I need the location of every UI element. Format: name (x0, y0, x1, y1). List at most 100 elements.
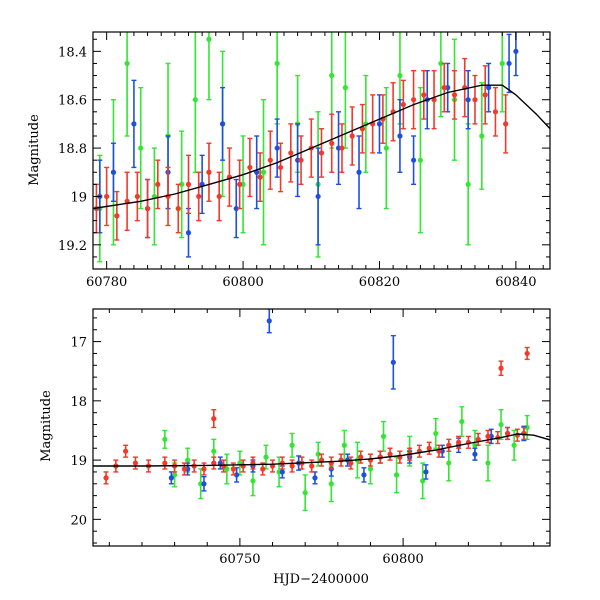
top-blue-point (219, 121, 226, 127)
top-red-point (339, 145, 345, 151)
bottom-red-point (358, 454, 364, 460)
top-red-point (144, 205, 151, 212)
bottom-green-point (302, 490, 308, 496)
bottom-red-point (348, 460, 354, 466)
top-red-point (237, 181, 243, 187)
top-red-point (257, 174, 263, 180)
top-panel: 60780 60800 60820 60840 18.4 18.6 18.8 19 19.2 M… (27, 31, 551, 290)
bottom-green-point (341, 442, 347, 448)
bottom-green-point (498, 421, 504, 428)
top-green-point (124, 60, 130, 67)
bottom-green-point (250, 478, 256, 484)
bottom-ticks: 60750 60800 17 18 19 20 (70, 309, 550, 567)
top-green-point (479, 133, 485, 139)
bottom-y-tick-label: 19 (70, 454, 87, 469)
bottom-green-point (485, 460, 491, 466)
top-green-point (192, 97, 198, 103)
top-red-point (196, 193, 202, 200)
top-green-point (329, 72, 335, 79)
bottom-blue-point (266, 318, 272, 324)
bottom-red-point (338, 457, 344, 463)
top-x-tick-label: 60800 (222, 275, 263, 290)
bottom-blue-point (234, 472, 240, 478)
bottom-red-point (201, 466, 207, 472)
top-red-point (277, 164, 284, 171)
bottom-x-tick-label: 60750 (219, 552, 260, 567)
bottom-red-point (475, 436, 481, 442)
top-red-point (472, 97, 478, 103)
bottom-red-point (498, 365, 504, 371)
top-blue-point (233, 205, 239, 212)
top-blue-point (356, 169, 362, 175)
bottom-green-point (315, 451, 321, 457)
top-data-layer (93, 32, 550, 263)
bottom-red-point (123, 448, 129, 454)
bottom-blue-point (201, 481, 207, 487)
top-red-point (206, 169, 212, 175)
bottom-blue-point (361, 472, 367, 478)
bottom-y-tick-label: 18 (70, 395, 87, 410)
top-red-point (288, 150, 294, 156)
bottom-x-tick-label: 60800 (382, 552, 423, 567)
top-red-point (349, 133, 355, 139)
top-y-tick-label: 19.2 (58, 239, 87, 254)
bottom-red-point (230, 466, 236, 472)
top-red-point (329, 140, 335, 146)
top-red-point (482, 92, 488, 98)
top-blue-point (513, 48, 519, 54)
top-series-red (93, 57, 509, 241)
top-x-tick-label: 60780 (86, 275, 127, 290)
top-ticks: 60780 60800 60820 60840 18.4 18.6 18.8 19 19.2 (58, 32, 550, 290)
top-blue-point (131, 121, 137, 127)
bottom-blue-point (168, 475, 174, 481)
bottom-blue-point (279, 469, 285, 475)
bottom-red-point (260, 466, 266, 472)
bottom-green-point (328, 481, 334, 487)
top-red-point (134, 193, 140, 200)
bottom-green-point (185, 457, 191, 463)
top-red-point (247, 164, 253, 171)
top-y-tick-label: 18.4 (58, 45, 87, 60)
top-red-point (492, 109, 499, 115)
bottom-red-point (289, 463, 295, 469)
bottom-red-point (211, 416, 217, 422)
bottom-green-point (472, 442, 478, 448)
bottom-x-axis-label: HJD−2400000 (273, 572, 369, 587)
top-green-point (383, 145, 389, 151)
bottom-green-point (162, 436, 168, 442)
bottom-series-blue (168, 309, 527, 492)
top-red-point (114, 213, 120, 219)
bottom-series-red (103, 346, 530, 485)
bottom-red-point (524, 350, 530, 357)
top-green-point (438, 60, 444, 67)
top-blue-point (376, 121, 383, 127)
bottom-plot-frame (92, 308, 551, 547)
top-green-point (499, 60, 505, 67)
top-red-point (175, 205, 181, 212)
top-red-point (104, 193, 110, 200)
bottom-red-point (220, 463, 227, 469)
top-red-point (410, 97, 417, 103)
top-green-point (342, 85, 348, 91)
top-x-tick-label: 60840 (495, 275, 536, 290)
top-red-point (451, 92, 458, 98)
top-green-point (397, 72, 403, 79)
top-red-point (503, 121, 509, 127)
bottom-red-point (309, 463, 315, 469)
bottom-green-point (263, 454, 269, 460)
top-red-point (216, 193, 222, 200)
top-red-point (185, 181, 192, 187)
top-green-point (179, 181, 185, 187)
bottom-red-point (456, 439, 462, 445)
top-y-axis-label: Magnitude (27, 114, 42, 186)
bottom-green-point (393, 472, 400, 478)
top-blue-point (315, 193, 321, 200)
top-red-point (267, 157, 273, 163)
bottom-green-point (211, 448, 217, 454)
top-model-curve (93, 84, 550, 210)
bottom-panel: 60750 60800 17 18 19 20 Magnitude HJD−2400000 (39, 308, 551, 587)
bottom-green-point (433, 430, 439, 437)
top-plot-frame (92, 31, 551, 270)
bottom-blue-point (423, 469, 429, 475)
